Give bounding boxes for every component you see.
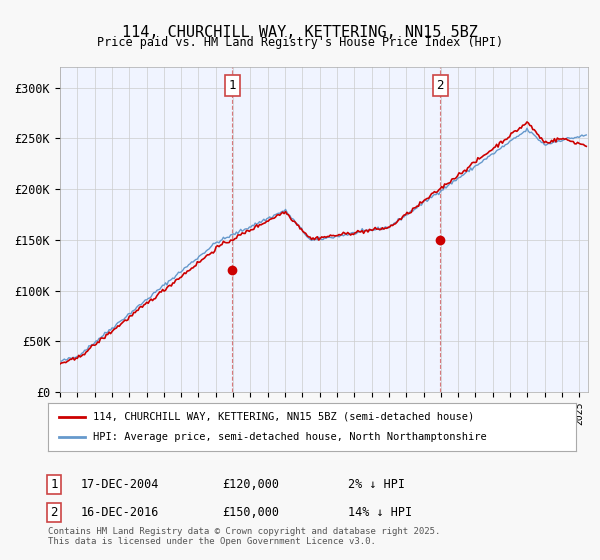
Text: 114, CHURCHILL WAY, KETTERING, NN15 5BZ (semi-detached house): 114, CHURCHILL WAY, KETTERING, NN15 5BZ … (93, 412, 474, 422)
Text: 14% ↓ HPI: 14% ↓ HPI (348, 506, 412, 519)
Text: 2: 2 (50, 506, 58, 519)
Text: 17-DEC-2004: 17-DEC-2004 (81, 478, 160, 491)
Text: £150,000: £150,000 (222, 506, 279, 519)
Text: 2% ↓ HPI: 2% ↓ HPI (348, 478, 405, 491)
Text: Contains HM Land Registry data © Crown copyright and database right 2025.
This d: Contains HM Land Registry data © Crown c… (48, 526, 440, 546)
Text: 1: 1 (50, 478, 58, 491)
Text: 1: 1 (229, 79, 236, 92)
Text: 16-DEC-2016: 16-DEC-2016 (81, 506, 160, 519)
Text: 2: 2 (436, 79, 444, 92)
Text: £120,000: £120,000 (222, 478, 279, 491)
Text: HPI: Average price, semi-detached house, North Northamptonshire: HPI: Average price, semi-detached house,… (93, 432, 487, 442)
Text: 114, CHURCHILL WAY, KETTERING, NN15 5BZ: 114, CHURCHILL WAY, KETTERING, NN15 5BZ (122, 25, 478, 40)
Text: Price paid vs. HM Land Registry's House Price Index (HPI): Price paid vs. HM Land Registry's House … (97, 36, 503, 49)
